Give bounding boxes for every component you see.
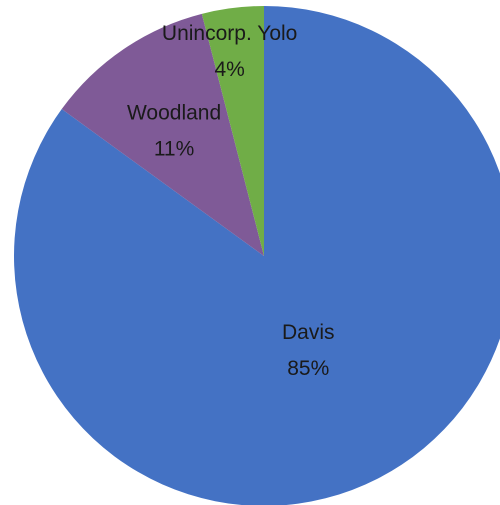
slice-category-label: Unincorp. Yolo <box>162 22 297 45</box>
slice-percent-label: 11% <box>154 138 194 161</box>
slice-category-label: Woodland <box>127 102 221 125</box>
slice-percent-label: 4% <box>214 58 244 81</box>
pie-slices <box>14 6 500 505</box>
slice-percent-label: 85% <box>287 357 329 380</box>
slice-category-label: Davis <box>282 321 335 344</box>
